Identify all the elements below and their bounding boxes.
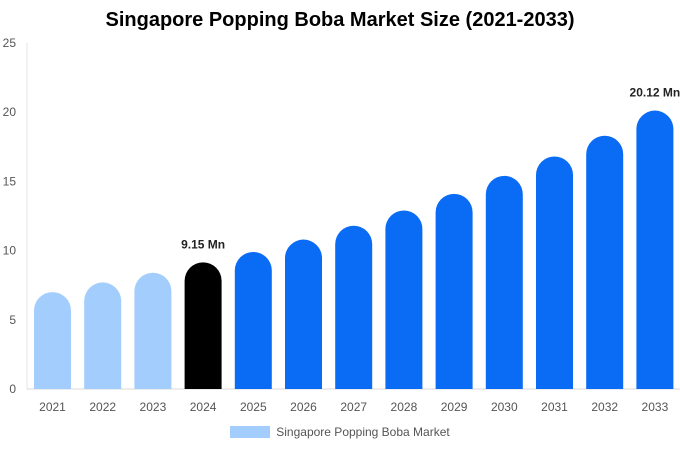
data-label: 20.12 Mn — [630, 86, 680, 100]
bar-2022 — [84, 282, 122, 389]
bar-2023 — [134, 272, 172, 389]
bar-2025 — [234, 252, 272, 389]
x-tick-label: 2029 — [441, 400, 468, 414]
data-label: 9.15 Mn — [181, 237, 225, 251]
x-tick-label: 2026 — [290, 400, 317, 414]
bar-2033 — [636, 110, 674, 390]
x-tick-label: 2023 — [140, 400, 167, 414]
bar-2030 — [485, 175, 523, 389]
y-tick-label: 0 — [9, 382, 16, 396]
bar-2028 — [385, 210, 423, 389]
x-tick-label: 2028 — [391, 400, 418, 414]
bar-2032 — [586, 135, 624, 389]
legend-label: Singapore Popping Boba Market — [276, 425, 450, 439]
x-tick-label: 2033 — [642, 400, 669, 414]
bar-2024 — [184, 262, 222, 389]
x-tick-label: 2025 — [240, 400, 267, 414]
bar-2031 — [536, 156, 573, 389]
y-tick-label: 25 — [3, 36, 17, 50]
y-tick-label: 5 — [9, 313, 16, 327]
x-tick-label: 2032 — [591, 400, 618, 414]
bar-2021 — [34, 292, 71, 389]
x-tick-label: 2031 — [541, 400, 568, 414]
bar-2026 — [285, 239, 322, 389]
x-tick-label: 2021 — [39, 400, 66, 414]
y-tick-label: 15 — [3, 174, 17, 188]
legend-swatch — [230, 426, 271, 438]
chart-title: Singapore Popping Boba Market Size (2021… — [105, 9, 575, 31]
x-tick-label: 2024 — [190, 400, 217, 414]
bar-2027 — [335, 225, 373, 389]
x-tick-label: 2030 — [491, 400, 518, 414]
y-tick-label: 20 — [3, 105, 17, 119]
x-tick-label: 2027 — [340, 400, 367, 414]
x-tick-label: 2022 — [89, 400, 116, 414]
bar-2029 — [435, 193, 473, 389]
y-tick-label: 10 — [3, 244, 17, 258]
legend[interactable]: Singapore Popping Boba Market — [0, 425, 680, 439]
